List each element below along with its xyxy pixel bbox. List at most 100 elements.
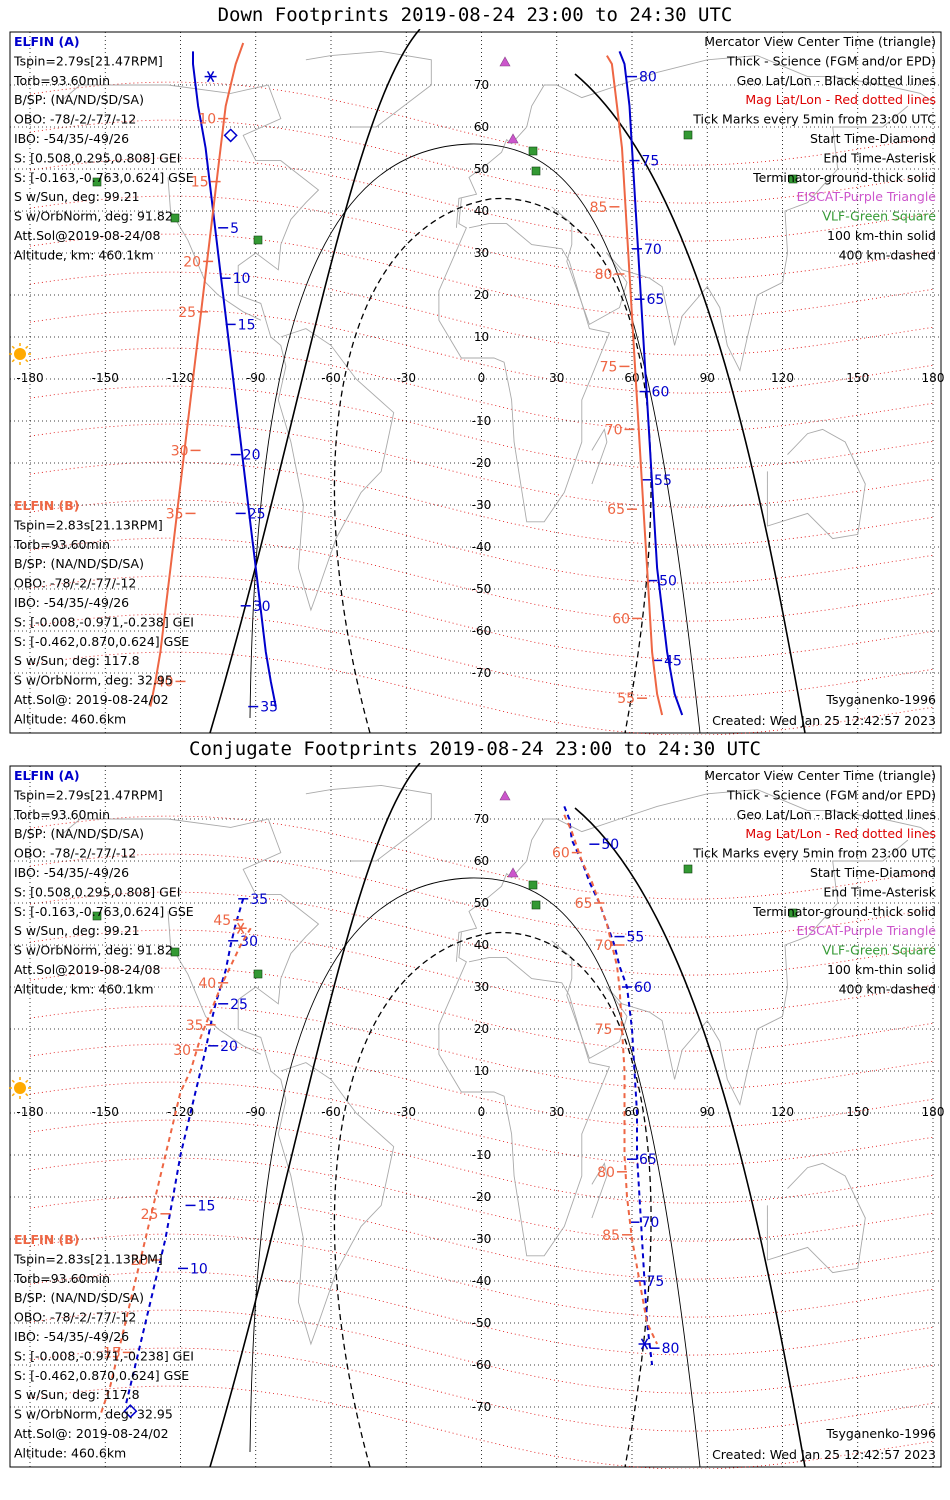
time-tick-label: 65 [575, 896, 593, 912]
info-line: OBO: -78/-2/-77/-12 [14, 846, 136, 861]
time-tick-label: 5 [230, 221, 239, 237]
legend-line: Mercator View Center Time (triangle) [704, 34, 936, 49]
legend-line: Thick - Science (FGM and/or EPD) [726, 787, 936, 802]
model-label: Tsyganenko-1996 [825, 692, 936, 707]
info-line: B/SP: (NA/ND/SD/SA) [14, 92, 144, 107]
info-line: ELFIN (A) [14, 768, 80, 783]
info-line: Altitude, km: 460.1km [14, 247, 154, 262]
created-timestamp: Created: Wed Jan 25 12:42:57 2023 [712, 713, 936, 728]
time-tick-label: 70 [605, 422, 623, 438]
chart-title-down: Down Footprints 2019-08-24 23:00 to 24:3… [217, 4, 733, 26]
geo-grid [10, 32, 941, 733]
legend-line: Terminator-ground-thick solid [752, 170, 936, 185]
info-line: S w/Sun, deg: 99.21 [14, 923, 140, 938]
time-tick-label: 45 [213, 913, 231, 929]
vlf-square [531, 900, 541, 910]
time-tick-label: 55 [626, 930, 644, 946]
coastline [551, 839, 909, 1106]
x-tick-label: 0 [478, 371, 486, 385]
coastlines [59, 784, 934, 1346]
y-tick-label: 10 [474, 330, 489, 344]
geo-grid [10, 766, 941, 1467]
time-tick-label: 35 [186, 1018, 204, 1034]
time-tick-label: 10 [198, 112, 216, 128]
terminator-100km [249, 143, 701, 734]
start-diamond [223, 128, 238, 143]
time-tick-label: 65 [607, 502, 625, 518]
y-tick-label: 20 [474, 1022, 489, 1036]
time-tick-label: 15 [198, 1198, 216, 1214]
eiscat-triangle [507, 867, 519, 878]
time-tick-label: 20 [183, 254, 201, 270]
x-tick-label: 30 [549, 371, 564, 385]
coastline [766, 1162, 866, 1274]
y-tick-label: -20 [472, 1190, 492, 1204]
info-line: IBO: -54/35/-49/26 [14, 1329, 129, 1344]
vlf-square [92, 911, 102, 921]
time-tick-label: 70 [642, 1215, 660, 1231]
time-tick-label: 35 [250, 892, 268, 908]
sun-icon [9, 343, 31, 365]
info-line: Torb=93.60min [13, 537, 110, 552]
vlf-square [92, 177, 102, 187]
info-line: S: [-0.163,-0.763,0.624] GSE [14, 904, 194, 919]
info-line: ELFIN (A) [14, 34, 80, 49]
legend-line: 100 km-thin solid [827, 962, 936, 977]
eiscat-triangle [499, 790, 511, 801]
time-tick-label: 50 [601, 837, 619, 853]
vlf-square [528, 146, 538, 156]
vlf-square [788, 908, 798, 918]
legend-line: Mercator View Center Time (triangle) [704, 768, 936, 783]
info-line: Att.Sol@2019-08-24/08 [14, 962, 160, 977]
legend-line: 100 km-thin solid [827, 228, 936, 243]
info-line: S: [0.508,0.295,0.808] GEI [14, 884, 180, 899]
info-line: Torb=93.60min [13, 1271, 110, 1286]
time-tick-label: 25 [178, 305, 196, 321]
created-timestamp: Created: Wed Jan 25 12:42:57 2023 [712, 1447, 936, 1462]
x-tick-label: 180 [922, 371, 945, 385]
terminator-400km [333, 197, 652, 734]
legend-line: VLF-Green Square [822, 943, 936, 958]
y-tick-label: 30 [474, 980, 489, 994]
y-tick-label: -30 [472, 1232, 492, 1246]
terminator-ground-west [209, 29, 421, 734]
x-tick-label: -60 [321, 371, 341, 385]
time-tick-label: 30 [253, 599, 271, 615]
legend-line: Tick Marks every 5min from 23:00 UTC [692, 846, 936, 861]
info-line: IBO: -54/35/-49/26 [14, 131, 129, 146]
time-tick-label: 40 [156, 674, 174, 690]
coastline [59, 84, 395, 612]
coastline [591, 1162, 608, 1219]
y-tick-label: -10 [472, 414, 492, 428]
info-line: S w/OrbNorm, deg: 91.82 [14, 943, 173, 958]
time-tick-label: 60 [634, 980, 652, 996]
x-tick-label: 180 [922, 1105, 945, 1119]
series-elfin-b: 45 40 35 30 25 20 15 60 65 70 75 80 85 [99, 814, 659, 1416]
time-tick-label: 25 [141, 1207, 159, 1223]
info-line: Altitude: 460.6km [14, 711, 126, 726]
legend-line: Mag Lat/Lon - Red dotted lines [745, 92, 936, 107]
info-right-legend: Mercator View Center Time (triangle) Thic… [692, 34, 937, 262]
eiscat-triangle [499, 56, 511, 67]
info-line: S: [-0.008,-0.971,-0.238] GEI [14, 614, 194, 629]
legend-line: EISCAT-Purple Triangle [797, 923, 937, 938]
y-tick-label: -50 [472, 1316, 492, 1330]
y-tick-label: -10 [472, 1148, 492, 1162]
time-tick-label: 35 [260, 700, 278, 716]
info-line: Altitude, km: 460.1km [14, 981, 154, 996]
info-line: Att.Sol@: 2019-08-24/02 [14, 692, 169, 707]
y-tick-label: -70 [472, 666, 492, 680]
info-line: S: [-0.462,0.870,0.624] GSE [14, 634, 189, 649]
time-tick-label: 15 [238, 317, 256, 333]
info-line: IBO: -54/35/-49/26 [14, 595, 129, 610]
y-tick-label: 40 [474, 938, 489, 952]
coastline [167, 911, 261, 1055]
vlf-square [253, 969, 263, 979]
footprint-track [618, 51, 684, 716]
footprint-track [124, 898, 245, 1408]
y-tick-label: -50 [472, 582, 492, 596]
time-tick-label: 10 [233, 271, 251, 287]
x-tick-label: -30 [396, 371, 416, 385]
y-tick-label: 70 [474, 812, 489, 826]
coastline [766, 428, 866, 540]
